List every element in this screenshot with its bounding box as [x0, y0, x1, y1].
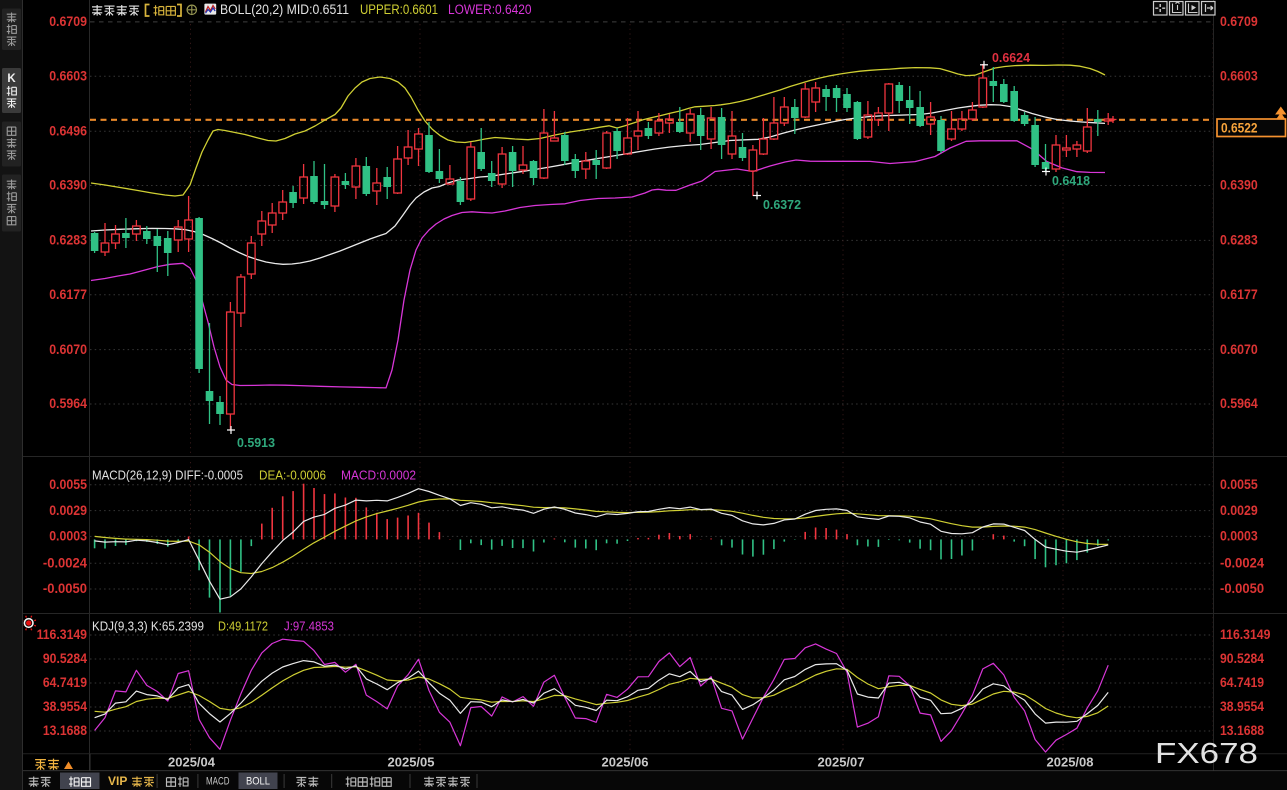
svg-text:0.0029: 0.0029 — [1220, 503, 1258, 518]
svg-text:0.0003: 0.0003 — [1220, 529, 1258, 544]
svg-text:2025/08: 2025/08 — [1047, 756, 1094, 770]
svg-text:0.0055: 0.0055 — [1220, 477, 1258, 492]
svg-text:0.0003: 0.0003 — [49, 529, 87, 544]
svg-text:2025/06: 2025/06 — [602, 756, 649, 770]
svg-text:0.6390: 0.6390 — [1220, 178, 1258, 193]
svg-text:38.9554: 38.9554 — [1220, 699, 1265, 714]
svg-text:0.6372: 0.6372 — [763, 197, 801, 212]
svg-text:2025/05: 2025/05 — [388, 756, 435, 770]
svg-text:KDJ(9,3,3) K:65.2399: KDJ(9,3,3) K:65.2399 — [92, 619, 204, 634]
svg-text:-0.0024: -0.0024 — [1220, 555, 1265, 570]
svg-text:64.7419: 64.7419 — [1220, 675, 1264, 690]
svg-text:0.5964: 0.5964 — [49, 396, 87, 411]
svg-text:0.6603: 0.6603 — [49, 69, 87, 84]
svg-text:64.7419: 64.7419 — [43, 675, 87, 690]
svg-text:116.3149: 116.3149 — [37, 627, 87, 642]
svg-text:0.6390: 0.6390 — [49, 178, 87, 193]
svg-text:2025/04: 2025/04 — [168, 756, 215, 770]
svg-text:LOWER:0.6420: LOWER:0.6420 — [448, 2, 532, 17]
svg-text:J:97.4853: J:97.4853 — [284, 619, 334, 634]
svg-text:MACD(26,12,9) DIFF:-0.0005: MACD(26,12,9) DIFF:-0.0005 — [92, 468, 243, 483]
svg-text:-0.0050: -0.0050 — [43, 581, 87, 596]
svg-text:116.3149: 116.3149 — [1220, 627, 1270, 642]
svg-text:0.6177: 0.6177 — [49, 287, 87, 302]
svg-text:DEA:-0.0006: DEA:-0.0006 — [259, 468, 326, 483]
svg-text:13.1688: 13.1688 — [43, 723, 88, 738]
svg-text:FX678: FX678 — [1155, 738, 1258, 770]
svg-text:0.5964: 0.5964 — [1220, 396, 1258, 411]
svg-text:0.6709: 0.6709 — [1220, 14, 1258, 29]
svg-text:0.6177: 0.6177 — [1220, 287, 1258, 302]
svg-text:0.6283: 0.6283 — [1220, 233, 1258, 248]
svg-text:13.1688: 13.1688 — [1220, 723, 1265, 738]
svg-text:90.5284: 90.5284 — [43, 651, 88, 666]
svg-text:-0.0050: -0.0050 — [1220, 581, 1264, 596]
svg-text:VIP: VIP — [108, 774, 127, 788]
svg-text:UPPER:0.6601: UPPER:0.6601 — [360, 2, 438, 17]
svg-text:38.9554: 38.9554 — [43, 699, 88, 714]
svg-text:0.6709: 0.6709 — [49, 14, 87, 29]
svg-text:90.5284: 90.5284 — [1220, 651, 1265, 666]
svg-text:BOLL: BOLL — [246, 776, 270, 788]
svg-text:0.5913: 0.5913 — [237, 435, 275, 450]
svg-text:0.0055: 0.0055 — [49, 477, 87, 492]
svg-text:0.6496: 0.6496 — [49, 123, 87, 138]
svg-text:-0.0024: -0.0024 — [43, 555, 88, 570]
svg-text:0.6522: 0.6522 — [1221, 121, 1258, 136]
svg-text:2025/07: 2025/07 — [818, 756, 865, 770]
svg-text:0.0029: 0.0029 — [49, 503, 87, 518]
svg-text:0.6418: 0.6418 — [1052, 173, 1090, 188]
svg-text:0.6603: 0.6603 — [1220, 69, 1258, 84]
svg-text:0.6070: 0.6070 — [49, 342, 87, 357]
svg-text:0.6624: 0.6624 — [992, 50, 1031, 65]
svg-text:D:49.1172: D:49.1172 — [218, 619, 268, 634]
svg-text:0.6070: 0.6070 — [1220, 342, 1258, 357]
svg-text:MACD:0.0002: MACD:0.0002 — [341, 468, 416, 483]
svg-text:MACD: MACD — [206, 776, 230, 788]
svg-text:BOLL(20,2) MID:0.6511: BOLL(20,2) MID:0.6511 — [220, 2, 349, 17]
svg-text:K: K — [7, 73, 16, 85]
svg-text:0.6283: 0.6283 — [49, 233, 87, 248]
